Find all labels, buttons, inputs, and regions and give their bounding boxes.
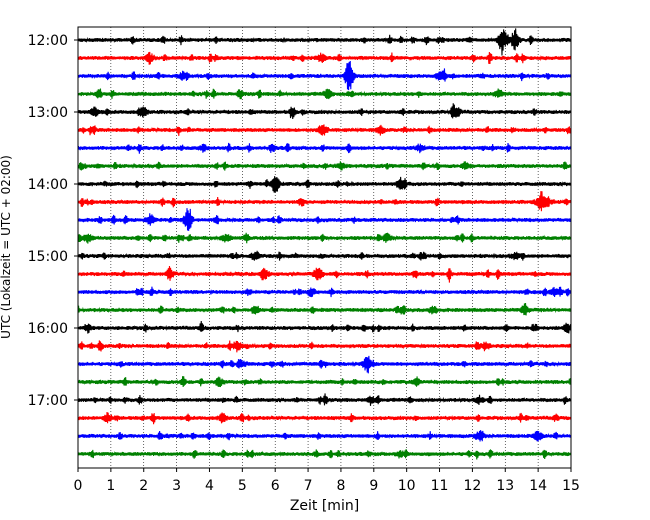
x-tick-label: 3	[172, 478, 181, 494]
x-tick-label: 15	[562, 478, 580, 494]
trace-1445	[77, 232, 572, 244]
x-tick-label: 11	[431, 478, 449, 494]
trace-1345	[77, 161, 572, 171]
trace-1300	[77, 103, 572, 120]
trace-1715	[77, 411, 572, 425]
trace-1245	[77, 88, 572, 100]
trace-1545	[77, 302, 572, 316]
x-tick-label: 7	[304, 478, 313, 494]
x-tick-label: 1	[106, 478, 115, 494]
y-tick-label: 12:00	[28, 33, 68, 49]
x-tick-label: 12	[463, 478, 481, 494]
trace-1200	[77, 28, 572, 56]
x-tick-label: 2	[139, 478, 148, 494]
x-tick-label: 14	[529, 478, 547, 494]
y-tick-label: 17:00	[28, 393, 68, 409]
y-tick-label: 15:00	[28, 249, 68, 265]
trace-1515	[77, 266, 572, 283]
trace-1730	[77, 430, 572, 442]
trace-1430	[77, 208, 572, 231]
y-tick-label: 14:00	[28, 177, 68, 193]
x-axis-label: Zeit [min]	[290, 498, 359, 514]
trace-1645	[77, 376, 572, 388]
trace-1630	[77, 355, 572, 374]
x-tick-label: 8	[336, 478, 345, 494]
y-tick-label: 16:00	[28, 321, 68, 337]
traces	[77, 28, 572, 460]
trace-1600	[77, 320, 572, 334]
x-tick-label: 9	[369, 478, 378, 494]
trace-1315	[77, 124, 572, 136]
x-axis: 0 1 2 3 4 5 6 7 8 9 10 11 12 13 14 15	[74, 468, 580, 494]
x-tick-label: 4	[205, 478, 214, 494]
trace-1700	[77, 393, 572, 406]
trace-1415	[77, 191, 572, 212]
x-tick-label: 5	[238, 478, 247, 494]
x-tick-label: 10	[398, 478, 416, 494]
trace-1530	[77, 286, 572, 298]
trace-1400	[77, 176, 572, 193]
y-axis-label: UTC (Lokalzeit = UTC + 02:00)	[0, 155, 13, 339]
y-tick-label: 13:00	[28, 105, 68, 121]
trace-1615	[77, 340, 572, 353]
trace-1745	[77, 449, 572, 460]
trace-1230	[77, 60, 572, 91]
trace-1215	[77, 51, 572, 65]
plot-frame	[77, 26, 572, 469]
x-tick-label: 13	[496, 478, 514, 494]
trace-1500	[77, 250, 572, 261]
x-tick-label: 0	[74, 478, 83, 494]
trace-1330	[77, 142, 572, 154]
y-axis: 12:00 13:00 14:00 15:00 16:00 17:00	[28, 33, 78, 409]
x-tick-label: 6	[271, 478, 280, 494]
